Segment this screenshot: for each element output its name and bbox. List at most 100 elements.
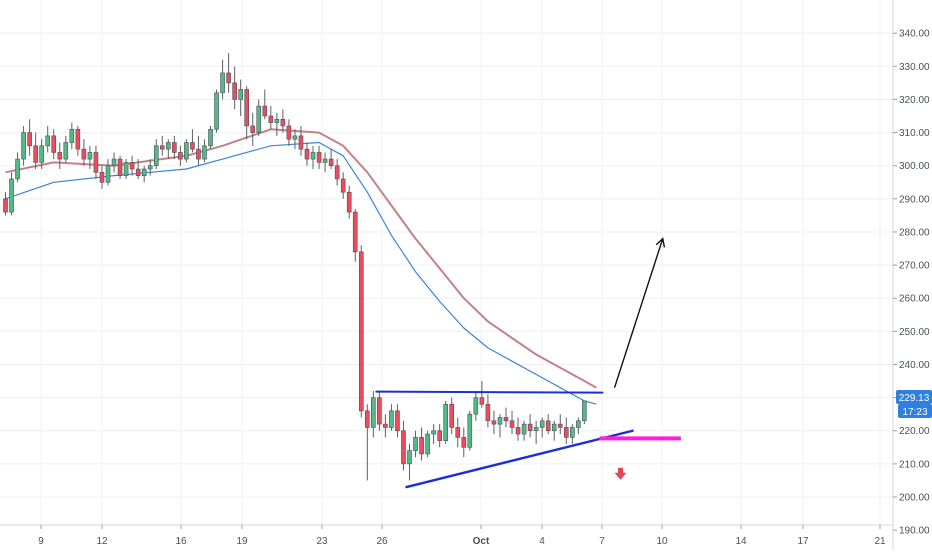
candle[interactable] (358, 245, 364, 418)
candle[interactable] (87, 145, 93, 170)
down-arrow-icon[interactable] (614, 467, 627, 480)
candle[interactable] (21, 125, 26, 166)
candle[interactable] (449, 397, 455, 435)
candle[interactable] (467, 410, 473, 451)
candle[interactable] (135, 159, 141, 179)
candle[interactable] (563, 417, 569, 444)
candle[interactable] (545, 414, 551, 435)
candle[interactable] (226, 53, 231, 93)
candle[interactable] (316, 145, 322, 170)
candle[interactable] (419, 427, 424, 461)
candle[interactable] (39, 139, 44, 170)
candle[interactable] (383, 414, 388, 438)
candle[interactable] (9, 172, 14, 216)
candle[interactable] (196, 135, 201, 166)
candle[interactable] (286, 119, 292, 146)
candle[interactable] (527, 414, 533, 438)
candle[interactable] (117, 155, 123, 179)
candle[interactable] (214, 89, 219, 133)
candle[interactable] (75, 125, 81, 156)
candle[interactable] (570, 424, 575, 444)
candle[interactable] (503, 407, 509, 428)
candle[interactable] (274, 112, 280, 136)
candle[interactable] (515, 417, 521, 441)
candle[interactable] (202, 139, 207, 163)
candle[interactable] (238, 79, 243, 117)
candle[interactable] (443, 400, 448, 444)
candle[interactable] (153, 139, 159, 170)
candle[interactable] (461, 427, 467, 458)
candles[interactable] (3, 53, 587, 481)
candle[interactable] (533, 420, 539, 444)
candle[interactable] (298, 125, 304, 156)
candle[interactable] (184, 139, 189, 163)
candle[interactable] (340, 172, 346, 199)
candle[interactable] (473, 390, 479, 421)
candle[interactable] (111, 152, 117, 173)
candle[interactable] (389, 404, 394, 431)
candle[interactable] (232, 66, 237, 110)
candle[interactable] (371, 390, 376, 438)
candle[interactable] (172, 135, 177, 160)
candle[interactable] (15, 152, 20, 183)
candle[interactable] (51, 129, 57, 160)
candle[interactable] (479, 381, 485, 408)
resistance-trendline[interactable] (375, 390, 604, 394)
candle[interactable] (63, 135, 69, 163)
candle[interactable] (166, 139, 171, 160)
candle[interactable] (129, 155, 135, 176)
candle[interactable] (57, 142, 63, 170)
candle[interactable] (159, 135, 165, 156)
candle[interactable] (491, 410, 497, 435)
drawings[interactable] (375, 237, 681, 489)
candle[interactable] (413, 430, 418, 458)
candle[interactable] (485, 394, 491, 428)
candle[interactable] (557, 414, 563, 435)
candle[interactable] (304, 142, 310, 166)
candle[interactable] (147, 159, 153, 176)
time-axis[interactable]: 9 12 16 19 23 26 Oct 4 7 10 14 17 21 (38, 525, 886, 547)
candle[interactable] (509, 410, 515, 435)
candle[interactable] (105, 159, 111, 186)
candle[interactable] (262, 89, 268, 120)
candle[interactable] (407, 443, 412, 481)
candle[interactable] (377, 390, 382, 431)
candle[interactable] (292, 129, 298, 150)
support-trendline[interactable] (405, 429, 634, 489)
candle[interactable] (352, 208, 358, 262)
candle[interactable] (334, 159, 340, 186)
candle[interactable] (268, 106, 274, 130)
candle[interactable] (539, 417, 545, 438)
candle[interactable] (220, 59, 225, 100)
candle[interactable] (244, 86, 249, 140)
candle[interactable] (401, 420, 406, 471)
candle[interactable] (208, 125, 213, 150)
candle[interactable] (455, 417, 461, 448)
candle[interactable] (33, 132, 38, 170)
candle[interactable] (497, 414, 503, 438)
target-zone-box[interactable] (599, 436, 681, 441)
candle[interactable] (576, 417, 581, 435)
candle[interactable] (328, 149, 334, 170)
breakout-arrow-line[interactable] (613, 238, 664, 388)
candle[interactable] (178, 145, 183, 166)
candle[interactable] (3, 192, 8, 216)
candle[interactable] (280, 109, 286, 133)
candle[interactable] (190, 129, 195, 153)
candle[interactable] (551, 420, 557, 441)
candle[interactable] (93, 145, 99, 179)
candle[interactable] (310, 145, 316, 170)
candle[interactable] (250, 112, 256, 146)
candle[interactable] (431, 424, 436, 444)
candle[interactable] (45, 125, 51, 153)
candle[interactable] (364, 404, 370, 481)
candle[interactable] (395, 404, 400, 438)
candle[interactable] (27, 119, 32, 156)
candle[interactable] (346, 185, 352, 219)
candle[interactable] (69, 122, 75, 150)
candle[interactable] (322, 152, 328, 173)
candle[interactable] (99, 165, 105, 189)
candle[interactable] (81, 139, 87, 166)
